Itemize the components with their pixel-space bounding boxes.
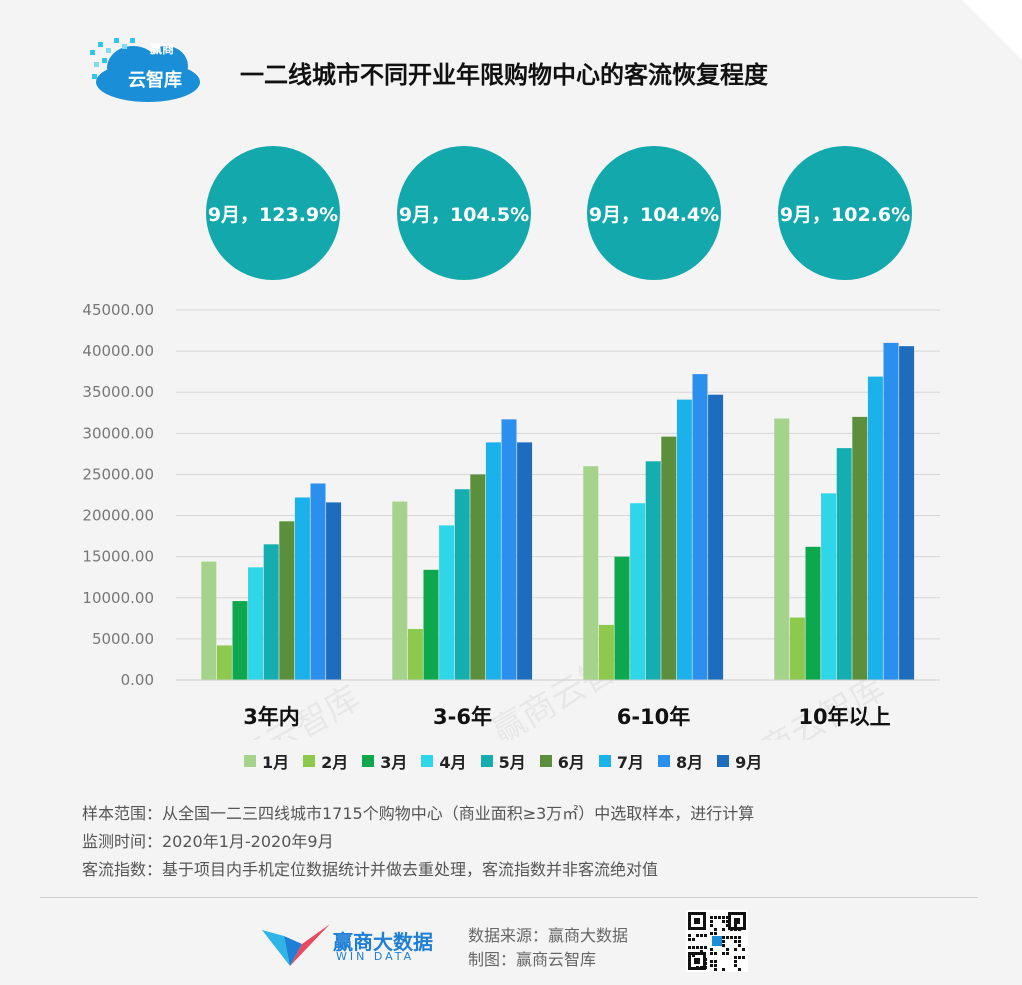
y-tick-label: 45000.00 [82, 301, 154, 319]
recovery-bubble-3yr: 9月，123.9% [206, 146, 340, 280]
bar-4月-6-10年 [630, 503, 646, 680]
y-tick-label: 30000.00 [82, 424, 154, 442]
legend-label: 1月 [262, 753, 290, 772]
y-tick-label: 40000.00 [82, 342, 154, 360]
footer-divider [40, 897, 978, 898]
qr-code-icon [686, 910, 748, 972]
y-tick-label: 10000.00 [82, 589, 154, 607]
x-category-label: 10年以上 [798, 705, 890, 729]
note-sample-range: 样本范围：从全国一二三四线城市1715个购物中心（商业面积≥3万㎡）中选取样本，… [82, 804, 755, 823]
bar-5月-10年以上 [836, 448, 852, 680]
legend-item: 1月 [244, 749, 289, 773]
y-tick-label: 25000.00 [82, 465, 154, 483]
bar-9月-6-10年 [708, 394, 724, 680]
bar-3月-6-10年 [614, 556, 630, 680]
x-category-label: 6-10年 [617, 705, 691, 729]
bar-6月-3-6年 [470, 474, 486, 680]
note-monitoring-period: 监测时间：2020年1月-2020年9月 [82, 832, 334, 851]
bar-1月-3-6年 [392, 501, 408, 680]
bar-5月-3年内 [263, 544, 279, 680]
x-category-label: 3-6年 [433, 705, 492, 729]
legend-swatch [598, 755, 611, 767]
page-corner-fold [962, 0, 1022, 60]
bar-5月-3-6年 [454, 489, 470, 680]
legend-label: 8月 [675, 753, 704, 772]
bar-8月-6-10年 [692, 374, 708, 680]
bar-8月-3年内 [310, 483, 326, 680]
chart-maker: 制图：赢商云智库 [468, 950, 597, 969]
x-category-label: 3年内 [243, 705, 300, 729]
legend-item: 6月 [539, 749, 585, 773]
bar-4月-3-6年 [439, 525, 455, 680]
legend-swatch [717, 755, 730, 767]
bar-6月-10年以上 [852, 416, 868, 680]
bar-9月-3-6年 [517, 442, 533, 680]
bar-chart: 赢商云智库 赢商云智库 赢商云智库0.005000.0010000.0015000.… [82, 301, 940, 740]
legend-item: 4月 [421, 749, 467, 773]
chart-legend: 1月 2月 3月 4月 5月 6月 7月 8月 9月 [244, 749, 776, 773]
bar-9月-3年内 [326, 502, 342, 680]
legend-item: 3月 [362, 749, 407, 773]
windata-logo-icon [262, 924, 330, 966]
legend-item: 2月 [303, 749, 348, 773]
legend-label: 3月 [380, 753, 408, 772]
note-index-definition: 客流指数：基于项目内手机定位数据统计并做去重处理，客流指数并非客流绝对值 [82, 860, 659, 879]
legend-swatch [303, 755, 316, 767]
legend-label: 9月 [735, 753, 763, 772]
y-tick-label: 5000.00 [92, 630, 154, 648]
brand-subtitle: WIN DATA [336, 950, 415, 963]
bar-2月-3-6年 [407, 629, 423, 680]
bar-6月-6-10年 [661, 436, 677, 680]
cloud-logo-icon [90, 38, 200, 102]
recovery-bubble-10yr-plus: 9月，102.6% [778, 146, 912, 280]
bar-8月-10年以上 [883, 342, 899, 680]
bar-3月-3年内 [232, 601, 248, 680]
legend-swatch [244, 755, 256, 767]
bar-2月-3年内 [216, 645, 232, 680]
legend-swatch [539, 755, 552, 767]
bar-1月-6-10年 [583, 466, 599, 680]
y-tick-label: 0.00 [121, 671, 154, 689]
legend-label: 7月 [616, 753, 644, 772]
bar-7月-6-10年 [676, 399, 692, 680]
legend-label: 5月 [498, 753, 526, 772]
legend-swatch [657, 755, 670, 767]
legend-item: 5月 [480, 749, 526, 773]
y-tick-label: 15000.00 [82, 548, 154, 566]
bar-4月-10年以上 [821, 493, 837, 680]
logo-text-bottom: 云智库 [128, 70, 182, 91]
bar-5月-6-10年 [645, 461, 661, 680]
bar-3月-3-6年 [423, 569, 439, 680]
data-source: 数据来源：赢商大数据 [468, 926, 629, 945]
bar-9月-10年以上 [899, 346, 915, 680]
bar-1月-3年内 [201, 561, 217, 680]
y-tick-label: 35000.00 [82, 383, 154, 401]
legend-item: 7月 [598, 749, 644, 773]
bar-4月-3年内 [248, 567, 264, 680]
legend-label: 6月 [557, 753, 585, 772]
bar-7月-3年内 [294, 497, 310, 680]
legend-label: 4月 [439, 753, 467, 772]
legend-swatch [480, 755, 493, 767]
legend-label: 2月 [321, 753, 349, 772]
legend-item: 9月 [717, 749, 762, 773]
bar-8月-3-6年 [501, 419, 517, 680]
bar-1月-10年以上 [774, 418, 790, 680]
bar-7月-10年以上 [867, 376, 883, 680]
legend-swatch [362, 755, 375, 767]
page-title: 一二线城市不同开业年限购物中心的客流恢复程度 [240, 61, 768, 89]
bar-7月-3-6年 [485, 442, 501, 680]
y-tick-label: 20000.00 [82, 507, 154, 525]
bar-6月-3年内 [279, 521, 295, 680]
legend-item: 8月 [657, 749, 704, 773]
bar-2月-6-10年 [598, 624, 614, 680]
recovery-bubble-6-10yr: 9月，104.4% [587, 146, 721, 280]
recovery-bubble-3-6yr: 9月，104.5% [397, 146, 531, 280]
logo-text-top: 赢商 [150, 42, 175, 56]
brand-name: 赢商大数据 [333, 930, 433, 954]
legend-swatch [421, 755, 434, 767]
bar-3月-10年以上 [805, 546, 821, 680]
bar-2月-10年以上 [789, 617, 805, 680]
